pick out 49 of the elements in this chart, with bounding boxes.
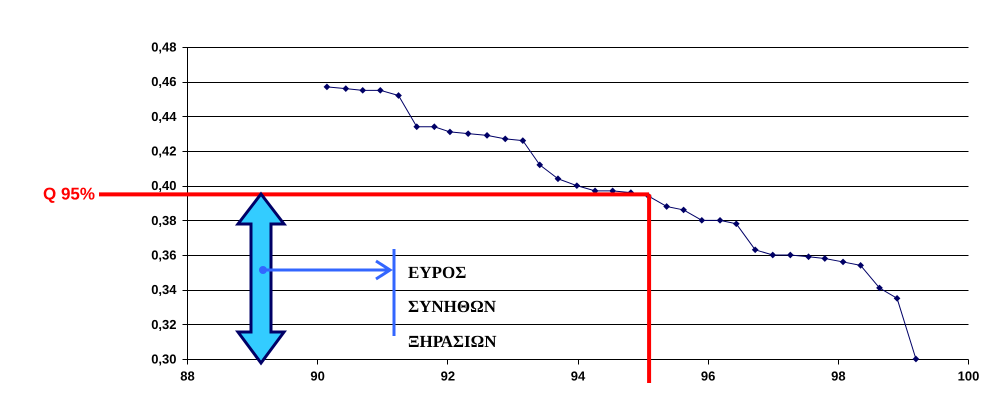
point bbox=[502, 136, 509, 142]
y-tick-label: 0,48 bbox=[151, 40, 176, 54]
annotation: ΕΥΡΟΣ ΣΥΝΗΘΩΝ ΞΗΡΑΣΙΩΝ bbox=[408, 262, 497, 353]
point bbox=[680, 206, 687, 214]
x-tick-label: 90 bbox=[310, 368, 325, 384]
y-tick-label: 0,42 bbox=[151, 144, 176, 158]
y-tick-label: 0,34 bbox=[151, 282, 178, 298]
x-tick-label: 100 bbox=[958, 368, 980, 384]
point bbox=[359, 86, 366, 94]
point bbox=[554, 175, 562, 182]
x-tick-label: 88 bbox=[180, 368, 195, 384]
point bbox=[698, 216, 706, 224]
point bbox=[376, 86, 384, 94]
point bbox=[805, 253, 812, 260]
point bbox=[786, 252, 794, 258]
point bbox=[732, 220, 740, 228]
x-tick-label: 98 bbox=[831, 368, 846, 384]
point bbox=[663, 203, 670, 210]
point bbox=[821, 255, 828, 262]
point bbox=[446, 128, 454, 136]
y-tick-label: 0,44 bbox=[151, 108, 178, 124]
point bbox=[464, 130, 472, 138]
y-tick-label: 0,40 bbox=[151, 178, 176, 194]
point bbox=[536, 162, 544, 168]
point bbox=[876, 284, 883, 292]
point bbox=[430, 123, 438, 130]
x-tick-label: 92 bbox=[440, 368, 456, 384]
x-tick-label: 96 bbox=[700, 368, 716, 384]
point bbox=[857, 262, 864, 269]
y-tick-label: 0,36 bbox=[151, 248, 176, 262]
point bbox=[573, 182, 580, 190]
ref-line-label: Q 95% bbox=[43, 184, 95, 204]
point bbox=[716, 216, 724, 224]
point bbox=[840, 258, 846, 266]
y-tick-label: 0,38 bbox=[151, 212, 176, 228]
point bbox=[752, 246, 759, 254]
y-tick-label: 0,30 bbox=[151, 352, 176, 366]
point bbox=[894, 294, 900, 302]
y-tick-label: 0,46 bbox=[151, 74, 176, 90]
point bbox=[342, 85, 350, 92]
point bbox=[484, 132, 490, 139]
point bbox=[395, 92, 402, 99]
x-tick-label: 94 bbox=[570, 368, 586, 384]
point bbox=[912, 356, 920, 362]
y-tick-label: 0,32 bbox=[151, 316, 176, 332]
point bbox=[413, 123, 420, 130]
point bbox=[324, 84, 330, 90]
point bbox=[769, 252, 776, 258]
point bbox=[519, 137, 526, 144]
